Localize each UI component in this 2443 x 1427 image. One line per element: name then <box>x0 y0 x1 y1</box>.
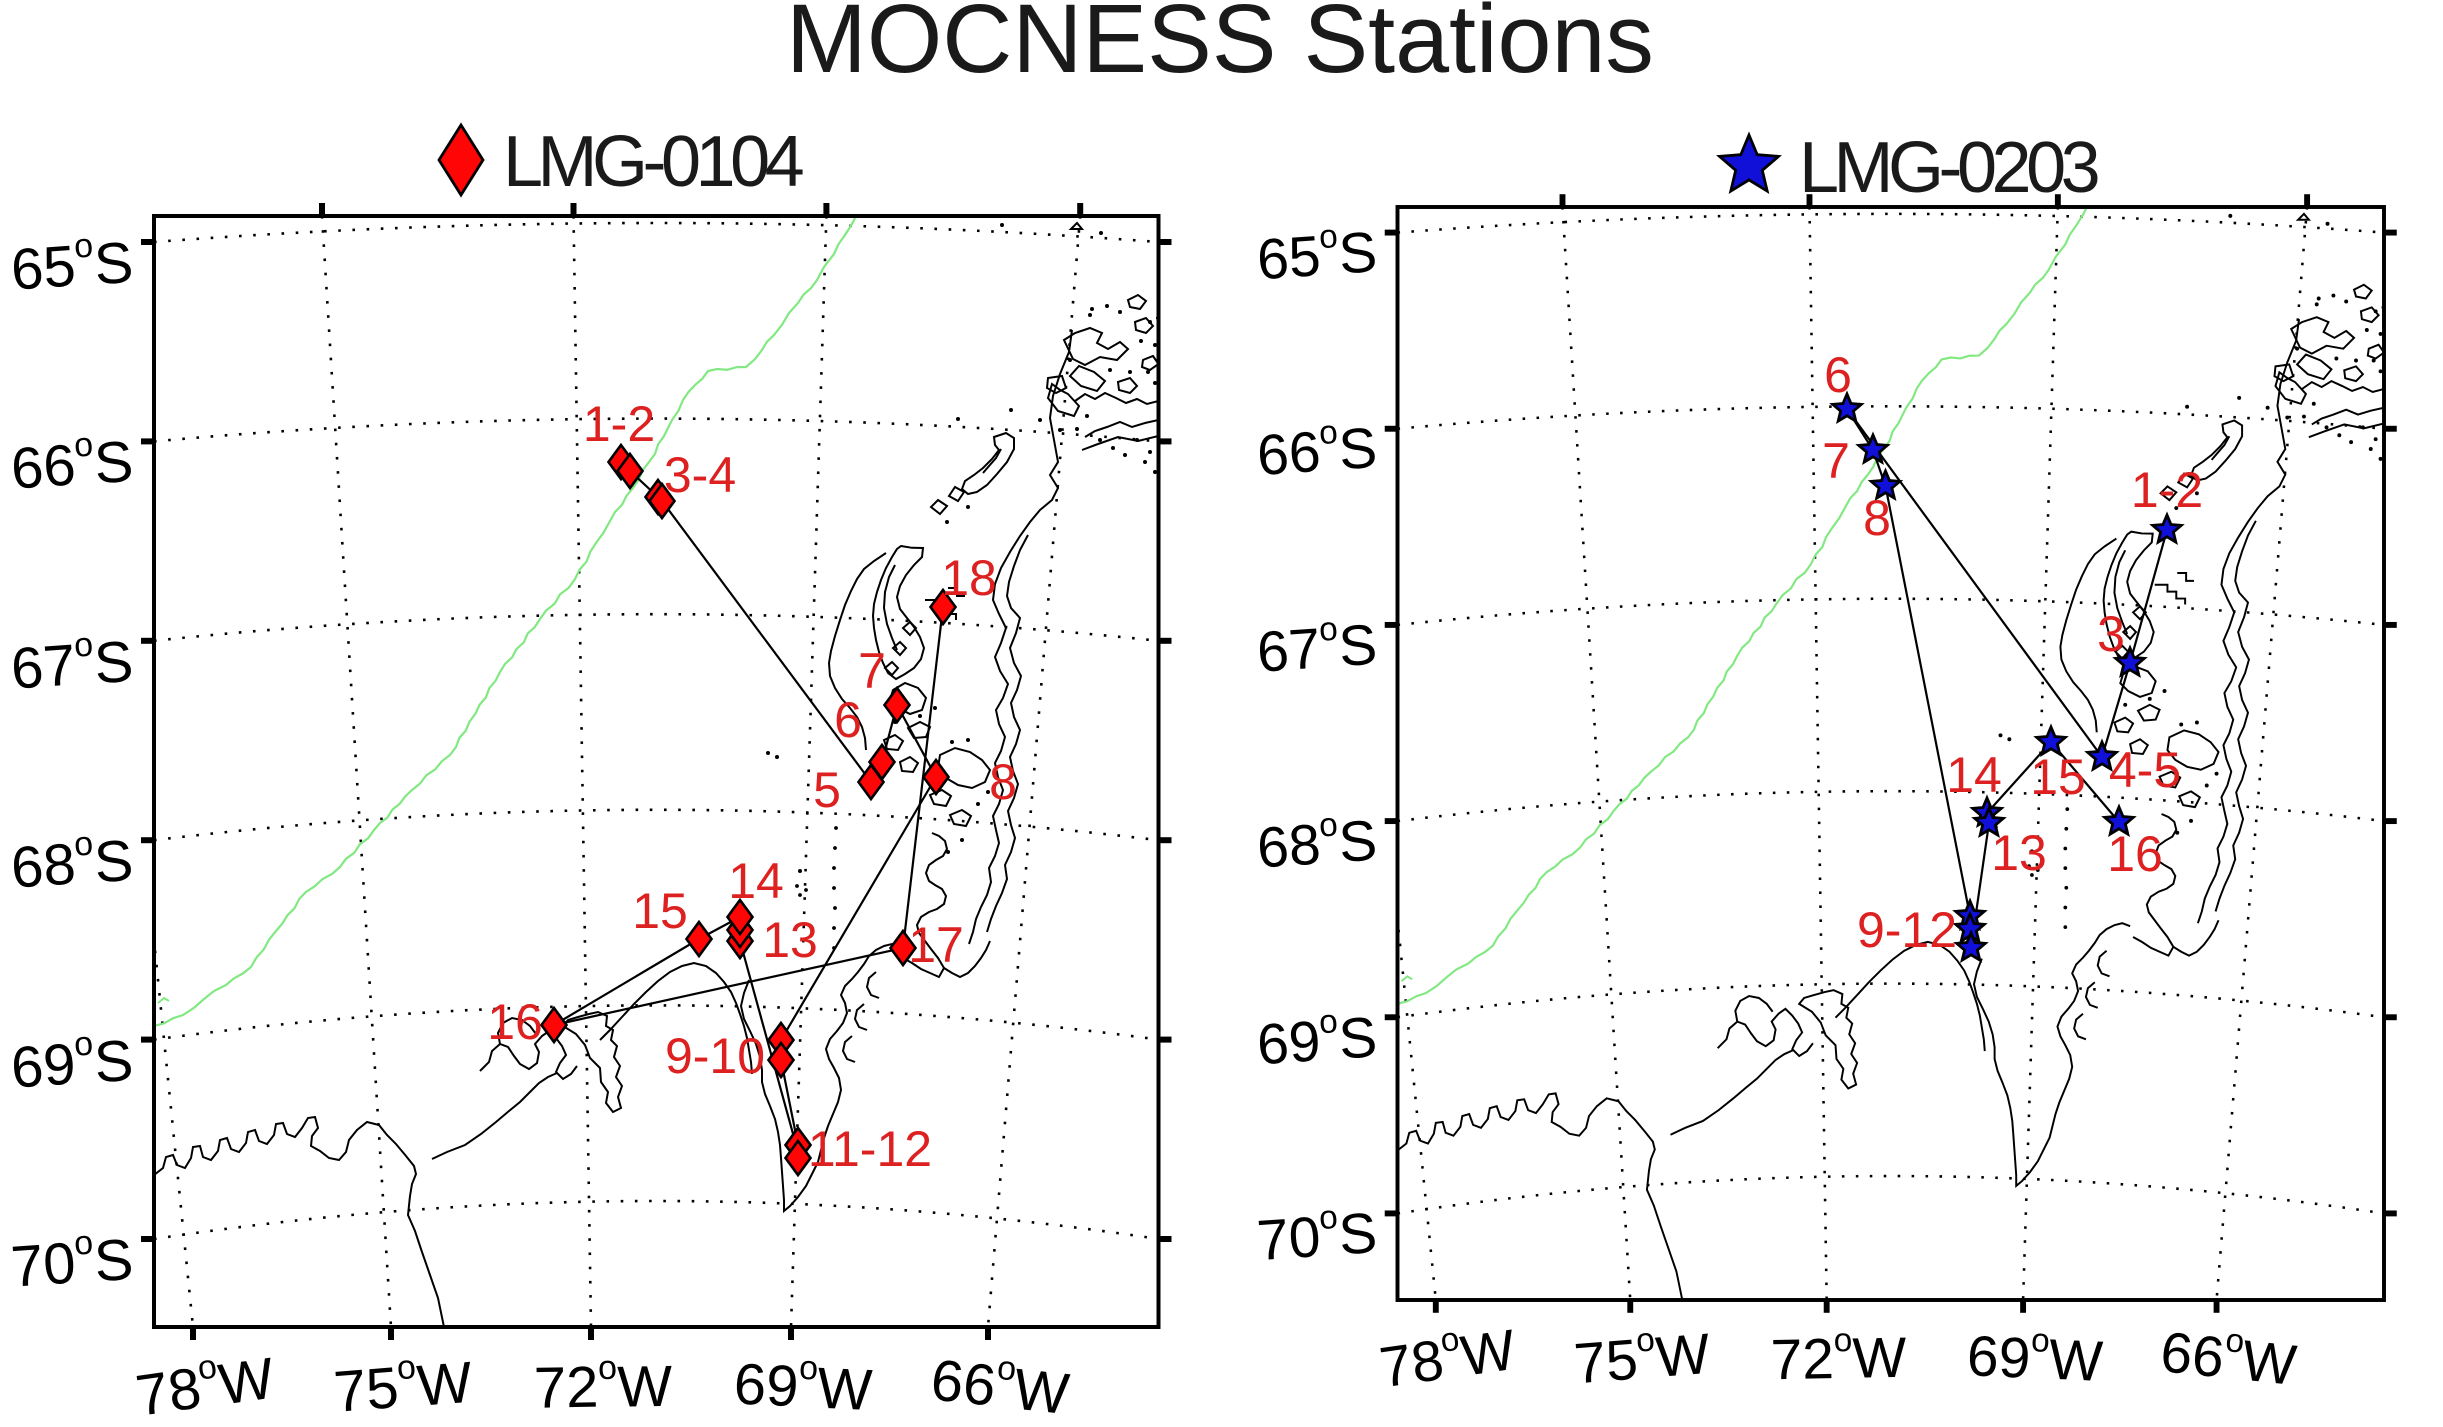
svg-text:15: 15 <box>632 883 688 939</box>
svg-text:16: 16 <box>2107 826 2163 882</box>
svg-text:MOCNESS Stations: MOCNESS Stations <box>786 0 1654 93</box>
svg-text:14: 14 <box>1946 747 2002 803</box>
svg-text:15: 15 <box>2030 749 2086 805</box>
svg-text:7: 7 <box>858 643 886 699</box>
svg-text:16: 16 <box>487 994 543 1050</box>
svg-text:3-4: 3-4 <box>664 447 736 503</box>
svg-text:18: 18 <box>941 550 997 606</box>
svg-text:14: 14 <box>728 853 784 909</box>
svg-text:5: 5 <box>813 762 841 818</box>
svg-text:LMG-0203: LMG-0203 <box>1799 128 2098 208</box>
svg-text:LMG-0104: LMG-0104 <box>503 122 803 202</box>
svg-text:13: 13 <box>1991 825 2047 881</box>
svg-text:8: 8 <box>1863 490 1891 546</box>
svg-text:17: 17 <box>908 917 964 973</box>
svg-text:7: 7 <box>1822 433 1850 489</box>
svg-text:3: 3 <box>2097 606 2125 662</box>
svg-text:9-10: 9-10 <box>665 1028 765 1084</box>
svg-text:8: 8 <box>989 754 1017 810</box>
svg-text:13: 13 <box>762 912 818 968</box>
svg-text:6: 6 <box>834 692 862 748</box>
svg-text:1-2: 1-2 <box>2131 462 2203 518</box>
svg-text:4-5: 4-5 <box>2109 742 2181 798</box>
svg-text:11-12: 11-12 <box>808 1121 932 1177</box>
svg-text:6: 6 <box>1824 347 1852 403</box>
svg-text:9-12: 9-12 <box>1857 902 1957 958</box>
svg-text:1-2: 1-2 <box>583 396 655 452</box>
